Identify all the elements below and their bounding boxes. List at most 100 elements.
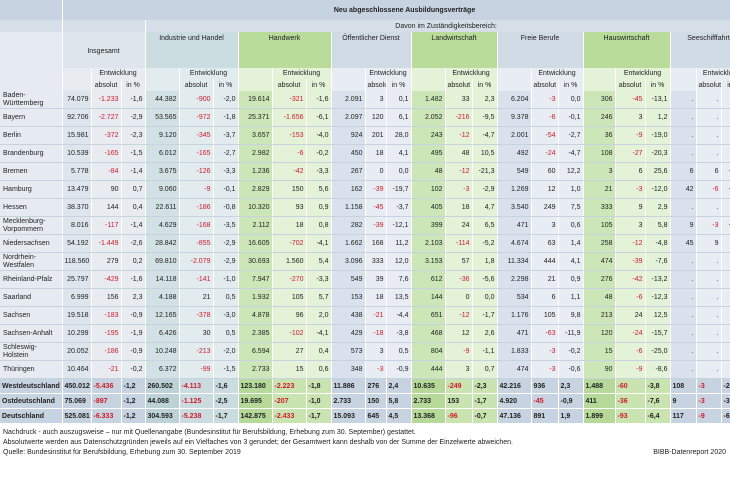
cell-value: 96 [272, 306, 307, 325]
cell-value: . [721, 360, 730, 379]
cell-value: 162 [331, 180, 366, 199]
header-area-hauswirtschaft: Hauswirtschaft [583, 32, 671, 68]
cell-value: 3 [583, 162, 616, 181]
cell-value: . [696, 91, 722, 109]
cell-value: 0 [365, 162, 387, 181]
cell-value: -24 [531, 144, 559, 163]
cell-value: -3 [696, 216, 722, 235]
cell-value: 21 [583, 180, 616, 199]
cell-value: 13,5 [386, 288, 412, 307]
cell-value: 153 [445, 393, 473, 409]
cell-value: 246 [583, 108, 616, 127]
cell-value: -1,6 [121, 91, 146, 109]
cell-value: -141 [179, 270, 214, 289]
header-development: Entwicklung [445, 68, 498, 79]
cell-value: . [670, 108, 697, 127]
cell-value: -20,3 [645, 144, 671, 163]
cell-value: 90 [91, 180, 122, 199]
cell-value: 2.982 [238, 144, 273, 163]
cell-value: -12,1 [386, 216, 412, 235]
cell-value: -0,1 [558, 108, 584, 127]
cell-value: 495 [411, 144, 446, 163]
header-development: Entwicklung [531, 68, 584, 79]
cell-value: 471 [497, 216, 532, 235]
cell-value: -0,2 [306, 144, 332, 163]
cell-value: 2.298 [497, 270, 532, 289]
header-spacer [145, 68, 180, 79]
cell-value: -2,3 [121, 126, 146, 145]
cell-value: 304.593 [145, 408, 180, 424]
cell-value: -372 [91, 126, 122, 145]
cell-value: 12.165 [145, 306, 180, 325]
cell-value: 2,9 [645, 198, 671, 217]
row-label: Niedersachsen [0, 234, 63, 253]
header-total: Insgesamt [62, 32, 146, 68]
cell-value: -249 [445, 378, 473, 394]
cell-value: -3 [696, 393, 722, 409]
table-row: Nordrhein-Westfalen 118.560 279 0,2 69.810 -2… [0, 252, 730, 271]
cell-value: -3,7 [213, 126, 239, 145]
cell-value: -270 [272, 270, 307, 289]
cell-value: . [670, 270, 697, 289]
cell-value: 3 [365, 342, 387, 361]
cell-value: 45 [670, 234, 697, 253]
cell-value: -93 [615, 408, 646, 424]
cell-value: -1,8 [213, 108, 239, 127]
footer-note-rounding: Absolutwerte werden aus Datenschutzgründ… [3, 439, 513, 446]
cell-value: -0,9 [558, 393, 584, 409]
cell-value: -21 [91, 360, 122, 379]
cell-value: -0,6 [558, 360, 584, 379]
cell-value: . [721, 252, 730, 271]
header-percent: in % [213, 79, 239, 91]
cell-value: 108 [670, 378, 697, 394]
cell-value: -54 [531, 126, 559, 145]
cell-value: . [670, 306, 697, 325]
cell-value: 5.778 [62, 162, 92, 181]
cell-value: 105 [531, 306, 559, 325]
cell-value: 249 [531, 198, 559, 217]
header-development: Entwicklung [365, 68, 412, 79]
cell-value: -1.656 [272, 108, 307, 127]
cell-value: 28,0 [386, 126, 412, 145]
table-row: Rheinland-Pfalz 25.797 -429 -1,6 14.118 -141-… [0, 270, 730, 289]
cell-value: 69.810 [145, 252, 180, 271]
cell-value: -3 [531, 342, 559, 361]
header-spacer [238, 79, 273, 91]
cell-value: -195 [91, 324, 122, 343]
cell-value: 13.479 [62, 180, 92, 199]
cell-value: 450 [331, 144, 366, 163]
cell-value: 11.886 [331, 378, 366, 394]
table-title: Neu abgeschlossene Ausbildungsverträge [62, 0, 730, 20]
header-spacer [497, 68, 532, 79]
cell-value: -24 [615, 324, 646, 343]
cell-value: -60 [615, 378, 646, 394]
cell-value: 120 [365, 108, 387, 127]
table-row: Schleswig-Holstein 20.052 -186 -0,9 10.248 -2… [0, 342, 730, 361]
cell-value: 6.012 [145, 144, 180, 163]
cell-value: 804 [411, 342, 446, 361]
cell-value: 9.120 [145, 126, 180, 145]
cell-value: 25.371 [238, 108, 273, 127]
cell-value: 0,0 [472, 288, 498, 307]
cell-value: -12,5 [721, 180, 730, 199]
cell-value: 15.981 [62, 126, 92, 145]
cell-value: 90 [583, 360, 616, 379]
cell-value: -16,7 [721, 162, 730, 181]
cell-value: -216 [445, 108, 473, 127]
header-absolute: absolut [179, 79, 214, 91]
cell-value: 28.842 [145, 234, 180, 253]
cell-value: -1,4 [121, 216, 146, 235]
cell-value: 38.370 [62, 198, 92, 217]
cell-value: -3,3 [306, 270, 332, 289]
cell-value: 1,4 [558, 234, 584, 253]
cell-value: -12,3 [645, 288, 671, 307]
cell-value: 4,7 [472, 198, 498, 217]
cell-value: 30 [179, 324, 214, 343]
cell-value: 471 [497, 324, 532, 343]
cell-value: . [696, 198, 722, 217]
cell-value: -2,9 [472, 180, 498, 199]
cell-value: 468 [411, 324, 446, 343]
cell-value: -4,7 [472, 126, 498, 145]
cell-value: 3 [615, 216, 646, 235]
cell-value: -6.333 [91, 408, 122, 424]
